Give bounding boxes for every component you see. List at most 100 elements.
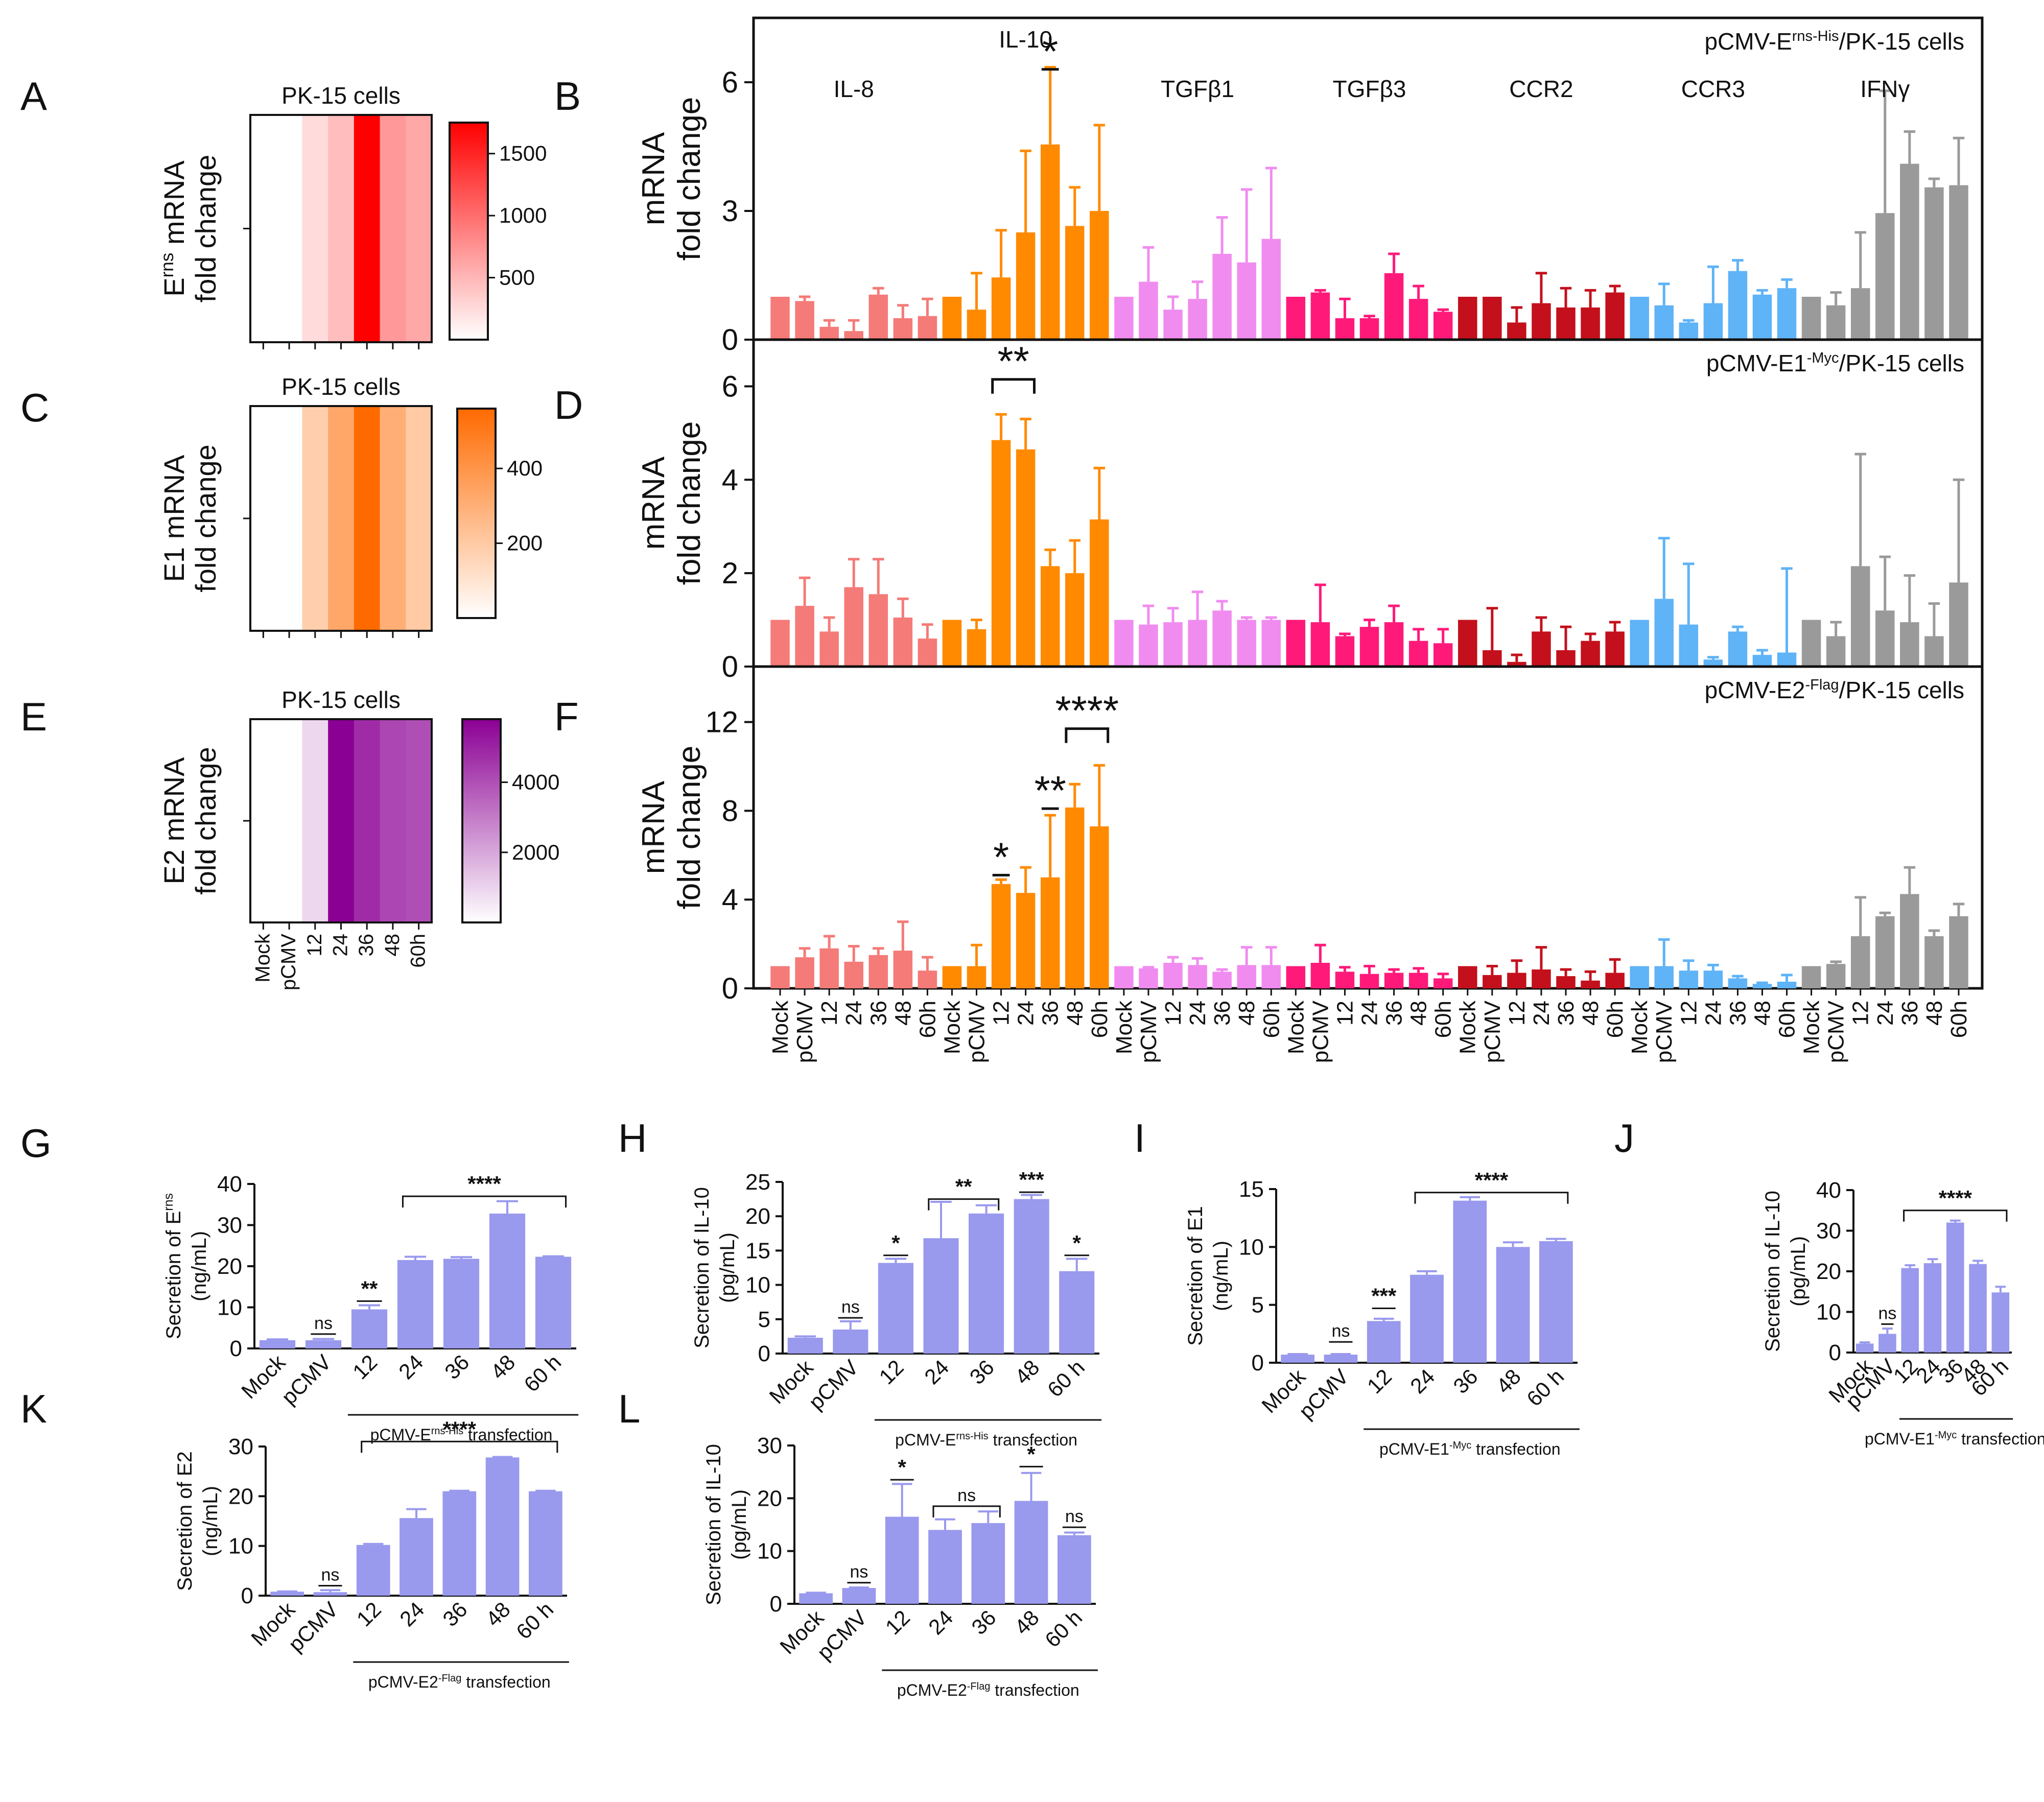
bar (1139, 624, 1158, 667)
y-tick-label: 30 (217, 1213, 242, 1238)
heatmap-cell (380, 115, 406, 342)
bar (1458, 966, 1477, 988)
significance-bracket (1065, 727, 1110, 743)
bar (1924, 187, 1944, 340)
bar (1408, 641, 1428, 667)
bar (1188, 965, 1207, 988)
bar (1900, 622, 1919, 667)
significance-bracket (1903, 1210, 2008, 1222)
y-tick-label: 30 (757, 1433, 782, 1458)
bar (1991, 1292, 2010, 1353)
bar (1408, 973, 1428, 988)
bar (1335, 318, 1355, 340)
significance-marker: * (891, 1231, 900, 1255)
bar (1969, 1264, 1987, 1353)
x-tick-label: 48 (1922, 1001, 1947, 1026)
bar (1605, 292, 1625, 340)
heatmap-cell (302, 115, 328, 342)
y-tick-label: 40 (1816, 1178, 1841, 1203)
y-tick-label: 6 (722, 370, 738, 403)
bar (1483, 650, 1502, 667)
heatmap-title: PK-15 cells (281, 82, 401, 109)
x-axis-label-post: transfection (1471, 1440, 1560, 1458)
bar (1878, 1334, 1896, 1353)
y-axis-label-main: Secretion of IL-10 (702, 1444, 725, 1605)
bar (1507, 322, 1526, 340)
bar (1310, 622, 1330, 667)
bar (942, 297, 962, 340)
bar (1532, 303, 1551, 340)
y-tick-label: 15 (1239, 1177, 1264, 1202)
significance-marker: ns (314, 1314, 333, 1333)
x-tick-label: pCMV (1294, 1364, 1353, 1424)
x-tick-label: 48 (1063, 1001, 1088, 1026)
panel-label: F (554, 694, 579, 739)
bar (1539, 1241, 1573, 1363)
y-axis-label: mRNA (636, 132, 671, 225)
bar (991, 440, 1011, 667)
bar (833, 1329, 868, 1354)
bar (1367, 1321, 1401, 1363)
x-tick-label: Mock (1627, 1000, 1652, 1054)
bar (1507, 973, 1526, 988)
significance-marker: * (993, 834, 1009, 880)
bar (1237, 965, 1256, 988)
bar (1826, 964, 1846, 988)
bar (1801, 297, 1821, 340)
x-tick-label: pCMV (284, 1597, 343, 1656)
y-tick-label: 40 (217, 1172, 242, 1197)
y-axis-label-line2: (pg/mL) (716, 1232, 739, 1303)
y-tick-label: 20 (745, 1204, 770, 1229)
bar (1212, 254, 1232, 340)
y-tick-label: 0 (770, 1592, 782, 1617)
bar (942, 620, 962, 667)
y-axis-label-main: Secretion of IL-10 (691, 1187, 713, 1348)
x-tick-label: 36 (866, 1001, 891, 1026)
heatmap-ylabel: Erns mRNA (157, 160, 190, 297)
bar (397, 1260, 434, 1348)
x-tick-label: 48 (481, 1597, 515, 1631)
x-tick-label: 24 (841, 1001, 866, 1026)
x-tick-label: 36 (440, 1350, 474, 1384)
bar (1728, 271, 1748, 340)
x-tick-label: pCMV (1308, 1000, 1333, 1063)
significance-marker: * (1027, 1442, 1036, 1466)
panel-subtitle-sup: -Myc (1807, 350, 1839, 366)
x-tick-label: 48 (1578, 1001, 1603, 1026)
heatmap-panel-A: A PK-15 cells Erns mRNA fold change 500 1000 1… (20, 74, 547, 349)
group-label: CCR3 (1681, 76, 1745, 102)
x-tick-label: 36 (1448, 1364, 1482, 1398)
x-tick-label: 24 (1529, 1001, 1554, 1026)
bar (1581, 307, 1600, 340)
y-tick-label: 15 (745, 1238, 770, 1263)
y-tick-label: 0 (722, 650, 738, 683)
bar (259, 1340, 296, 1348)
x-tick-label: pCMV (277, 1350, 336, 1409)
bar (1453, 1200, 1487, 1363)
x-tick-label: 60h (1431, 1001, 1456, 1038)
y-tick-label: 10 (745, 1273, 770, 1298)
x-axis-label-post: transfection (990, 1681, 1079, 1699)
heatmap-cell (406, 406, 432, 631)
significance-marker: ** (361, 1276, 378, 1300)
x-tick-label: pCMV (804, 1355, 863, 1414)
x-tick-label: 24 (395, 1597, 429, 1631)
bar (1946, 1222, 1964, 1353)
colorbar-tick-label: 1500 (499, 141, 547, 165)
bar (1433, 978, 1453, 988)
grouped-bar-panel-B: B 0 3 6 mRNA fold change pCMV-Erns-His/PK-15 c… (554, 16, 1984, 357)
heatmap-cell (380, 719, 406, 922)
bar (1850, 288, 1870, 340)
panel-subtitle-post: /PK-15 cells (1839, 350, 1964, 376)
y-axis-label-line2: (ng/mL) (1210, 1241, 1232, 1311)
y-tick-label: 10 (228, 1534, 253, 1559)
colorbar-tick-label: 500 (499, 266, 535, 290)
bar (1237, 262, 1256, 340)
bar (1875, 610, 1895, 667)
bar (893, 951, 913, 988)
y-tick-label: 30 (1816, 1219, 1841, 1244)
y-tick-label: 25 (745, 1170, 770, 1195)
colorbar-tick-label: 4000 (512, 770, 559, 794)
y-tick-label: 12 (705, 706, 738, 739)
panel-frame (752, 338, 1984, 668)
